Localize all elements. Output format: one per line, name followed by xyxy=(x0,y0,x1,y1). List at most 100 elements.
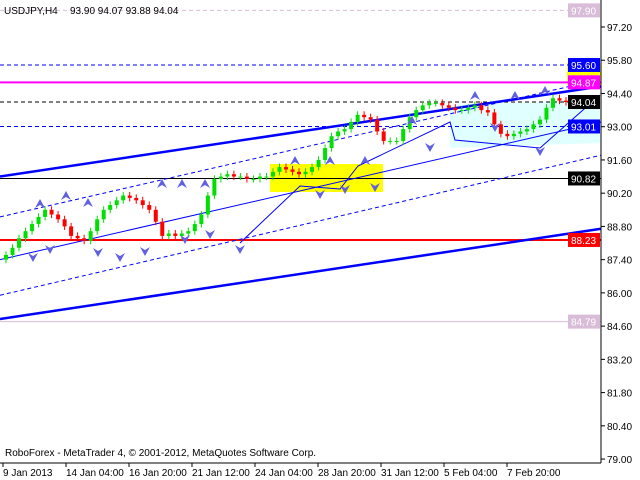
candle-body xyxy=(459,110,464,112)
down-arrow-icon xyxy=(115,253,125,262)
up-arrow-icon xyxy=(35,199,45,208)
candle-body xyxy=(290,169,295,172)
candle xyxy=(511,130,516,140)
trendline-upper-channel xyxy=(0,85,602,178)
candle-body xyxy=(511,133,516,137)
price-label-bg xyxy=(568,3,600,18)
candle xyxy=(485,106,490,117)
up-arrow-icon xyxy=(407,116,417,125)
candle-body xyxy=(537,119,542,125)
candle-body xyxy=(56,214,61,220)
candle xyxy=(284,163,288,174)
candle xyxy=(394,137,399,145)
candle xyxy=(186,227,191,238)
candle xyxy=(192,220,197,235)
price-tick-label: 90.20 xyxy=(607,189,632,200)
down-arrow-icon xyxy=(140,247,150,256)
time-tick-label: 14 Jan 04:00 xyxy=(66,468,124,479)
candle-body xyxy=(95,219,100,232)
candle-body xyxy=(108,205,113,210)
price-label: 90.82 xyxy=(571,174,596,185)
candle xyxy=(420,101,425,114)
price-label-bg xyxy=(568,75,600,90)
down-arrow-icon xyxy=(205,230,215,239)
candle xyxy=(557,94,562,105)
candle-body xyxy=(550,98,555,108)
candle xyxy=(225,170,230,181)
candle-body xyxy=(466,107,471,111)
price-label: 88.23 xyxy=(571,236,596,247)
candle xyxy=(518,127,523,138)
price-label: 93.01 xyxy=(571,122,596,133)
candle xyxy=(329,132,334,152)
candle-body xyxy=(160,221,165,236)
candle xyxy=(69,222,74,240)
ohlc-readout: 93.90 94.07 93.88 94.04 xyxy=(70,6,179,17)
candles xyxy=(4,94,568,264)
candle xyxy=(362,111,367,121)
candle xyxy=(160,218,165,240)
candle xyxy=(479,101,484,114)
up-arrow-icon xyxy=(290,156,300,165)
candle xyxy=(531,120,536,133)
candle-body xyxy=(127,195,132,198)
fractal-arrows xyxy=(28,86,550,262)
candle-body xyxy=(505,133,510,137)
candle xyxy=(82,234,87,245)
candle-body xyxy=(472,105,477,108)
up-arrow-icon xyxy=(540,86,550,95)
candle-body xyxy=(23,231,28,239)
candle xyxy=(49,206,54,219)
candle-body xyxy=(485,110,490,113)
candle-body xyxy=(179,233,184,236)
candle-body xyxy=(101,209,106,220)
down-arrow-icon xyxy=(180,235,190,244)
candle xyxy=(388,137,393,145)
up-arrow-icon xyxy=(470,91,480,100)
candle xyxy=(140,196,145,209)
candle-body xyxy=(134,197,139,201)
time-tick-label: 28 Jan 20:00 xyxy=(318,468,376,479)
candle-body xyxy=(10,247,15,255)
time-tick-label: 21 Jan 12:00 xyxy=(192,468,250,479)
candle xyxy=(205,191,210,219)
candle-body xyxy=(544,107,549,120)
candle-body xyxy=(153,209,158,222)
candle xyxy=(231,170,236,181)
up-arrow-icon xyxy=(83,198,93,207)
candle-body xyxy=(114,200,119,206)
candle-body xyxy=(433,102,438,104)
price-label: 84.79 xyxy=(571,318,596,329)
candle xyxy=(43,206,48,221)
candle xyxy=(544,104,549,124)
candle-body xyxy=(375,119,380,132)
candle xyxy=(336,127,341,140)
candle xyxy=(492,108,497,128)
down-arrow-icon xyxy=(45,245,55,254)
candle xyxy=(459,106,464,114)
candle xyxy=(427,99,432,109)
candle-body xyxy=(368,117,373,120)
candle-body xyxy=(303,171,308,175)
trendline-mid-support xyxy=(0,121,602,261)
candle-body xyxy=(427,102,432,106)
candle xyxy=(134,194,139,204)
candle xyxy=(323,144,328,164)
candle-body xyxy=(244,176,249,179)
candle xyxy=(303,168,308,178)
candle xyxy=(153,206,158,226)
candle-body xyxy=(446,105,451,108)
trendline-dashed-lower xyxy=(0,154,602,296)
candle-body xyxy=(388,140,393,142)
candle-body xyxy=(166,233,171,236)
candle xyxy=(264,173,269,181)
candle xyxy=(36,213,41,228)
candle-body xyxy=(257,176,262,179)
candle xyxy=(199,210,204,228)
candle xyxy=(290,165,295,176)
time-tick-label: 31 Jan 12:00 xyxy=(381,468,439,479)
candle-body xyxy=(238,176,243,178)
down-arrow-icon xyxy=(340,185,350,194)
